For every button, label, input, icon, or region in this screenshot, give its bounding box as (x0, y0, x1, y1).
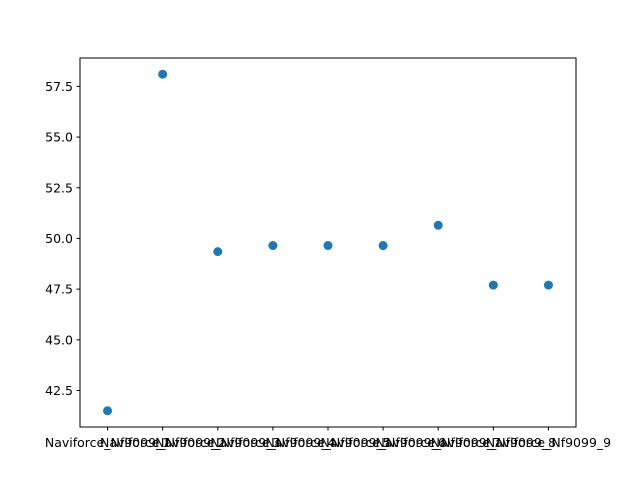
x-tick-label: Naviforce_Nf9099_9 (486, 435, 611, 450)
y-tick-label: 47.5 (45, 282, 73, 297)
x-axis-ticks: Naviforce_Nf9099_1Naviforce_Nf9099_2Navi… (45, 427, 611, 450)
x-tick-label: Naviforce_Nf9099_3 (155, 435, 280, 450)
data-point (158, 69, 168, 79)
data-point (543, 280, 553, 290)
x-tick-label: Naviforce_Nf9099_8 (431, 435, 556, 450)
x-tick-label: Naviforce_Nf9099_6 (320, 435, 445, 450)
y-tick-label: 55.0 (45, 130, 73, 145)
data-point (378, 241, 388, 251)
data-point (323, 241, 333, 251)
plot-frame (79, 57, 577, 428)
y-tick-label: 52.5 (45, 180, 73, 195)
y-tick-label: 42.5 (45, 383, 73, 398)
data-points (103, 69, 553, 416)
data-point (433, 220, 443, 230)
data-point (488, 280, 498, 290)
y-tick-label: 50.0 (45, 231, 73, 246)
x-tick-label: Naviforce_Nf9099_4 (210, 435, 335, 450)
x-tick-label: Naviforce_Nf9099_2 (100, 435, 225, 450)
y-tick-label: 45.0 (45, 332, 73, 347)
data-point (268, 241, 278, 251)
data-point (213, 247, 223, 257)
y-tick-label: 57.5 (45, 79, 73, 94)
x-tick-label: Naviforce_Nf9099_1 (45, 435, 170, 450)
x-tick-label: Naviforce_Nf9099_5 (265, 435, 390, 450)
data-point (103, 406, 113, 416)
x-tick-label: Naviforce_Nf9099_7 (376, 435, 501, 450)
y-axis-ticks: 42.5 45.0 47.5 50.0 52.5 55.0 57.5 (45, 79, 80, 398)
